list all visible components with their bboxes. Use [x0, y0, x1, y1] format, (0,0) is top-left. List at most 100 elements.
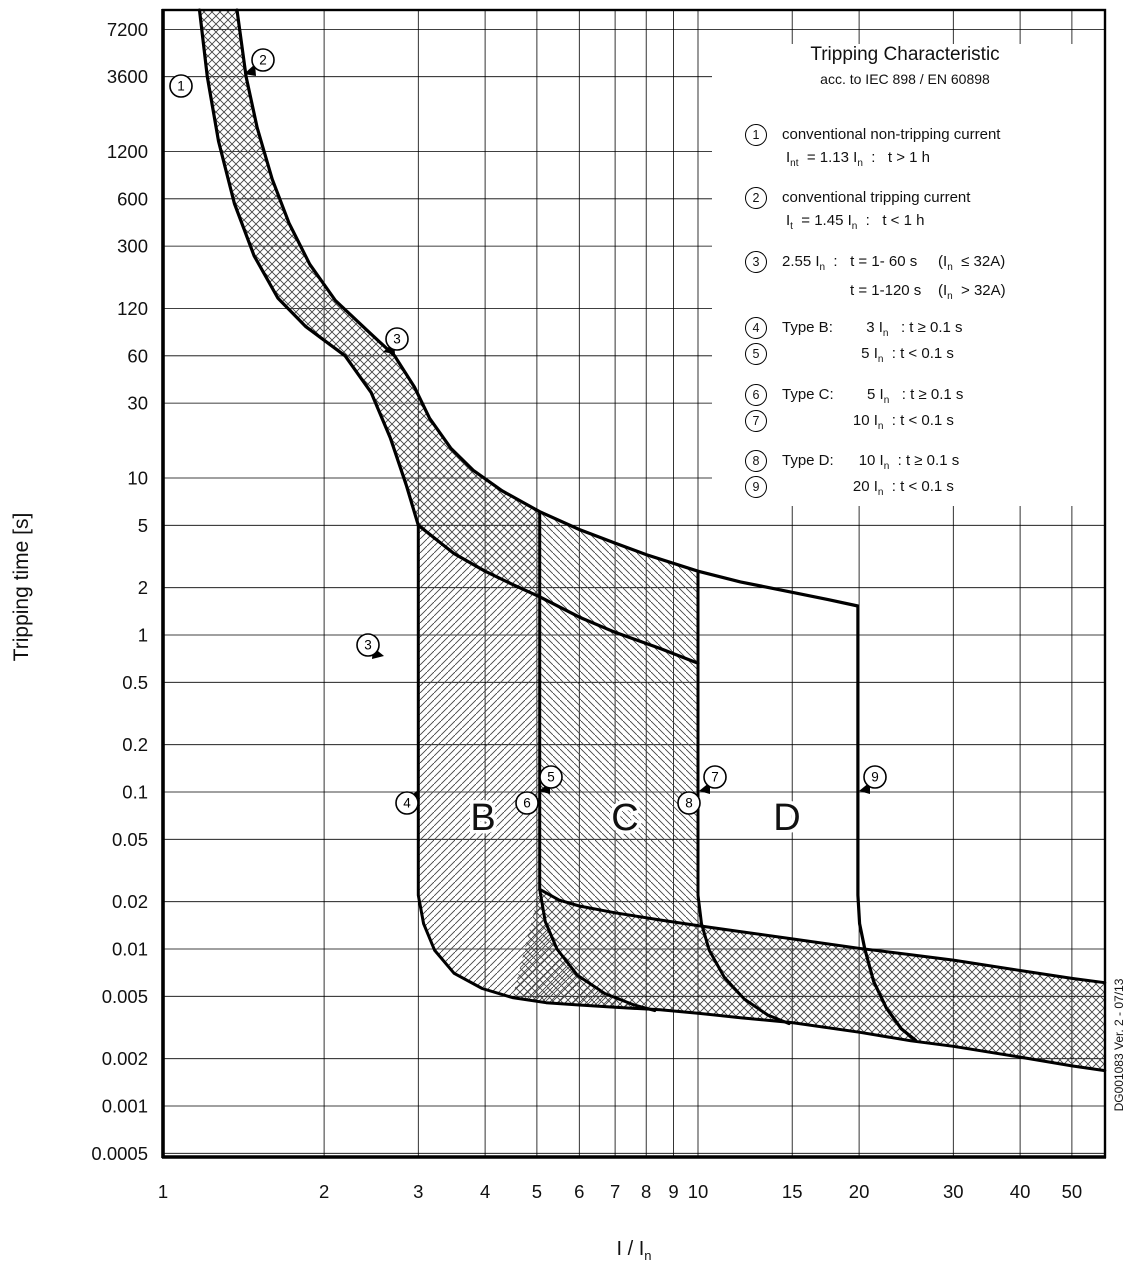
svg-text:0.005: 0.005 — [102, 986, 148, 1007]
svg-text:0.2: 0.2 — [122, 734, 148, 755]
legend-item-text: Type B: 3 In : t ≥ 0.1 s — [782, 319, 963, 339]
instantaneous-band — [512, 889, 1105, 1071]
svg-text:0.05: 0.05 — [112, 829, 148, 850]
svg-text:1: 1 — [138, 625, 148, 646]
svg-text:1200: 1200 — [107, 141, 148, 162]
svg-text:3600: 3600 — [107, 66, 148, 87]
svg-text:0.1: 0.1 — [122, 782, 148, 803]
legend-item-text: conventional non-tripping current — [782, 126, 1001, 143]
legend-item-number: 9 — [745, 476, 767, 498]
legend-row: 8 Type D: 10 In : t ≥ 0.1 s — [700, 450, 1110, 473]
legend-item-number: 7 — [745, 410, 767, 432]
legend-item-number: 2 — [745, 187, 767, 209]
svg-text:8: 8 — [685, 796, 693, 811]
curve-2-conventional-tripping-1p45In-with-20In-drop — [235, 8, 918, 1042]
y-axis-title-text: Tripping time [s] — [10, 512, 33, 662]
y-axis-title: Tripping time [s] — [10, 387, 34, 787]
legend-row: 9 20 In : t < 0.1 s — [700, 476, 1110, 499]
svg-text:6: 6 — [574, 1181, 584, 1202]
curve-1-conventional-non-tripping-1p13In — [197, 8, 700, 665]
marker-circle — [169, 74, 193, 98]
svg-text:6: 6 — [523, 796, 531, 811]
legend-item-text: 5 In : t < 0.1 s — [782, 345, 954, 365]
svg-text:7200: 7200 — [107, 19, 148, 40]
legend-row: 6 Type C: 5 In : t ≥ 0.1 s — [700, 384, 1110, 407]
svg-text:1: 1 — [158, 1181, 168, 1202]
svg-text:1: 1 — [177, 79, 185, 94]
legend-row: 2 conventional tripping current — [700, 187, 1110, 210]
svg-text:5: 5 — [547, 770, 555, 785]
svg-text:15: 15 — [782, 1181, 803, 1202]
marker-circle — [356, 633, 380, 657]
marker-circle — [385, 327, 409, 351]
legend-backdrop — [712, 44, 1104, 506]
legend-item-text: t = 1-120 s (In > 32A) — [850, 282, 1006, 302]
region-labels: B C D — [467, 794, 804, 843]
svg-text:30: 30 — [127, 393, 148, 414]
svg-text:7: 7 — [610, 1181, 620, 1202]
legend-row: 3 2.55 In : t = 1- 60 s (In ≤ 32A) — [700, 251, 1110, 274]
type-c-region — [539, 511, 702, 926]
legend-row: 7 10 In : t < 0.1 s — [700, 410, 1110, 433]
svg-text:120: 120 — [117, 298, 148, 319]
svg-text:9: 9 — [668, 1181, 678, 1202]
svg-text:0.01: 0.01 — [112, 939, 148, 960]
generated-plot-content: 7200360012006003001206030105210.50.20.10… — [91, 8, 1107, 1202]
legend-item-number: 4 — [745, 317, 767, 339]
svg-text:7: 7 — [711, 770, 719, 785]
document-id-note: DG001083 Ver. 2 - 07/13 — [1112, 978, 1126, 1112]
svg-text:0.002: 0.002 — [102, 1048, 148, 1069]
marker-circle — [395, 791, 419, 815]
x-axis-title-text: I / I — [616, 1238, 645, 1260]
curve-markers: 1 2 3 3 4 5 6 7 8 9 — [169, 48, 887, 815]
svg-text:4: 4 — [403, 796, 411, 811]
svg-text:0.0005: 0.0005 — [91, 1143, 148, 1164]
svg-text:30: 30 — [943, 1181, 964, 1202]
marker-circle — [251, 48, 275, 72]
marker-circle — [863, 765, 887, 789]
svg-text:9: 9 — [871, 770, 879, 785]
svg-text:10: 10 — [127, 468, 148, 489]
marker-circle — [539, 765, 563, 789]
curve-5-type-b-upper-5In — [538, 510, 657, 1013]
marker-pointer — [244, 64, 256, 76]
legend-item-text: Type D: 10 In : t ≥ 0.1 s — [782, 452, 960, 472]
y-tick-labels: 7200 3600 1200 600 300 120 60 30 10 5 2 1 0.5 0.2 0.1 0… — [91, 19, 148, 1164]
svg-text:4: 4 — [480, 1181, 490, 1202]
svg-text:3: 3 — [393, 332, 401, 347]
instantaneous-band-upper-edge — [538, 887, 1107, 985]
legend-item-number: 8 — [745, 450, 767, 472]
svg-text:0.02: 0.02 — [112, 891, 148, 912]
legend-item-text: 2.55 In : t = 1- 60 s (In ≤ 32A) — [782, 253, 1006, 273]
legend-item-number: 5 — [745, 343, 767, 365]
marker-circle — [515, 791, 539, 815]
svg-text:8: 8 — [641, 1181, 651, 1202]
legend-item-text: It = 1.45 In : t < 1 h — [786, 212, 925, 232]
legend-item-text: Type C: 5 In : t ≥ 0.1 s — [782, 386, 964, 406]
regions — [199, 10, 1105, 1071]
legend-subtitle: acc. to IEC 898 / EN 60898 — [820, 71, 990, 87]
curve-4-type-b-lower-3In-and-band-lower-edge — [416, 523, 1107, 1073]
legend-item-text: conventional tripping current — [782, 189, 971, 206]
legend-item-text: 10 In : t < 0.1 s — [782, 412, 954, 432]
thermal-tolerance-band — [199, 10, 540, 597]
marker-circle — [677, 791, 701, 815]
x-axis-title: I / In — [163, 1238, 1105, 1263]
svg-text:2: 2 — [138, 577, 148, 598]
svg-text:C: C — [611, 797, 638, 839]
legend-item-text: Int = 1.13 In : t > 1 h — [786, 149, 930, 169]
curve-7-type-c-upper-10In — [696, 569, 791, 1026]
curves — [197, 8, 1107, 1073]
svg-text:B: B — [470, 797, 495, 839]
svg-text:2: 2 — [259, 53, 267, 68]
legend: Tripping Characteristic acc. to IEC 898 … — [700, 30, 1110, 510]
x-tick-labels: 1 2 3 4 5 6 7 8 9 10 15 20 30 40 50 — [158, 1181, 1082, 1202]
svg-text:10: 10 — [688, 1181, 709, 1202]
svg-text:3: 3 — [413, 1181, 423, 1202]
legend-row: 1 conventional non-tripping current — [700, 124, 1110, 147]
legend-item-number: 1 — [745, 124, 767, 146]
svg-text:600: 600 — [117, 188, 148, 209]
marker-circle — [703, 765, 727, 789]
legend-row: t = 1-120 s (In > 32A) — [700, 281, 1110, 303]
